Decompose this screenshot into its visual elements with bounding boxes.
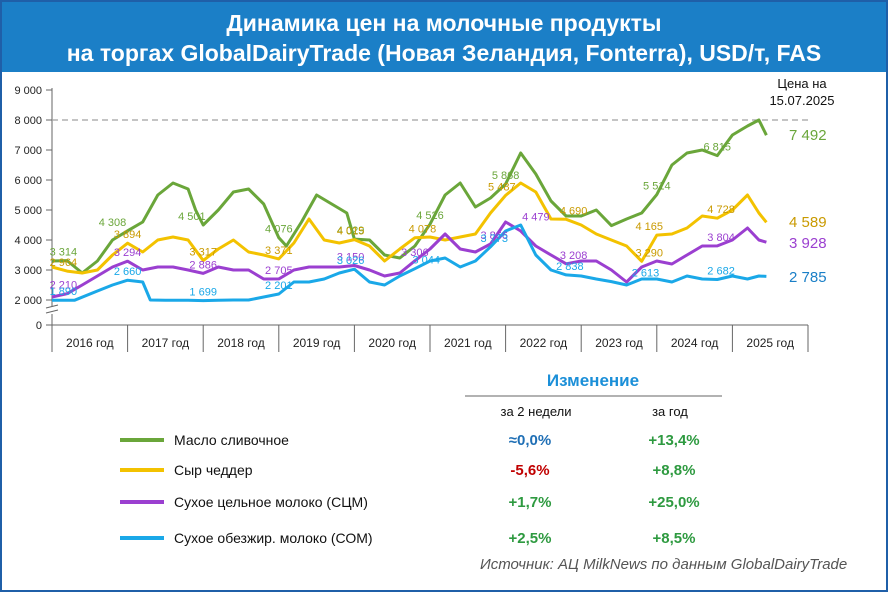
legend-label-4: Сухое обезжир. молоко (СОМ) bbox=[174, 530, 373, 546]
data-label: 3 026 bbox=[337, 255, 365, 267]
data-label: 2 201 bbox=[265, 280, 293, 292]
data-label: 3 294 bbox=[114, 247, 142, 259]
y-tick-label: 8 000 bbox=[14, 115, 42, 127]
data-label: 2 705 bbox=[265, 265, 293, 277]
end-value-label: 7 492 bbox=[789, 127, 827, 144]
data-label: 4 690 bbox=[560, 205, 588, 217]
data-label: 4 015 bbox=[337, 226, 365, 238]
data-label: 4 029 bbox=[337, 225, 365, 237]
data-label: 3 150 bbox=[337, 252, 365, 264]
y-tick-label: 7 000 bbox=[14, 145, 42, 157]
change-2w-value: +1,7% bbox=[509, 494, 552, 511]
data-label: 2 886 bbox=[189, 259, 217, 271]
data-label: 5 868 bbox=[492, 170, 520, 182]
y-tick-label: 2 000 bbox=[14, 295, 42, 307]
data-label: 3 804 bbox=[707, 232, 735, 244]
change-header: Изменение bbox=[547, 371, 639, 390]
change-year-value: +13,4% bbox=[648, 432, 699, 449]
data-label: 2 613 bbox=[632, 268, 660, 280]
data-label: 2 682 bbox=[707, 266, 735, 278]
y-tick-label: 9 000 bbox=[14, 85, 42, 97]
data-label: 5 514 bbox=[643, 181, 671, 193]
data-label: 2 660 bbox=[114, 266, 142, 278]
title-bar: Динамика цен на молочные продукты на тор… bbox=[2, 2, 886, 72]
data-label: 1 699 bbox=[189, 287, 217, 299]
chart-title-line2: на торгах GlobalDairyTrade (Новая Зеланд… bbox=[66, 40, 822, 66]
axis-break-mark bbox=[45, 304, 59, 314]
data-label: 5 487 bbox=[488, 181, 516, 193]
x-tick-label: 2020 год bbox=[368, 336, 416, 350]
y-tick-label: 3 000 bbox=[14, 265, 42, 277]
source-note: Источник: АЦ MilkNews по данным GlobalDa… bbox=[480, 556, 848, 573]
x-tick-label: 2016 год bbox=[66, 336, 114, 350]
data-label: 1 890 bbox=[50, 286, 78, 298]
chart-title-line1: Динамика цен на молочные продукты bbox=[226, 10, 662, 36]
end-value-label: 4 589 bbox=[789, 214, 827, 231]
data-label: 3 866 bbox=[480, 230, 508, 242]
end-value-label: 2 785 bbox=[789, 269, 827, 286]
data-label: 3 894 bbox=[114, 229, 142, 241]
data-label: 6 815 bbox=[704, 142, 732, 154]
data-label: 4 308 bbox=[99, 217, 127, 229]
data-label: 3 773 bbox=[480, 233, 508, 245]
x-tick-label: 2023 год bbox=[595, 336, 643, 350]
data-label: 3 208 bbox=[560, 250, 588, 262]
change-2w-value: +2,5% bbox=[509, 530, 552, 547]
data-label: 3 317 bbox=[189, 246, 217, 258]
y-tick-label: 5 000 bbox=[14, 205, 42, 217]
data-label: 2 964 bbox=[50, 257, 78, 269]
legend-label-3: Сухое цельное молоко (СЦМ) bbox=[174, 494, 368, 510]
series-line-1 bbox=[51, 118, 768, 275]
data-label: 4 479 bbox=[522, 212, 550, 224]
x-tick-label: 2021 год bbox=[444, 336, 492, 350]
change-year-value: +8,5% bbox=[653, 530, 696, 547]
end-value-label: 3 928 bbox=[789, 235, 827, 252]
x-tick-label: 2019 год bbox=[293, 336, 341, 350]
data-label: 4 165 bbox=[635, 221, 663, 233]
data-label: 4 526 bbox=[416, 210, 444, 222]
data-label: 3 306 bbox=[401, 247, 429, 259]
series-line-2 bbox=[51, 181, 768, 275]
price-note-line1: Цена на bbox=[777, 76, 827, 91]
series-line-3 bbox=[51, 220, 767, 299]
change-year-value: +8,8% bbox=[653, 462, 696, 479]
data-label: 3 314 bbox=[50, 247, 78, 259]
x-tick-label: 2025 год bbox=[746, 336, 794, 350]
data-label: 2 838 bbox=[556, 261, 584, 273]
legend-label-2: Сыр чеддер bbox=[174, 462, 253, 478]
x-tick-label: 2024 год bbox=[671, 336, 719, 350]
data-label: 3 371 bbox=[265, 245, 293, 257]
x-tick-label: 2022 год bbox=[520, 336, 568, 350]
series-line-4 bbox=[52, 223, 767, 303]
data-label: 2 210 bbox=[50, 280, 78, 292]
data-label: 4 076 bbox=[265, 224, 293, 236]
data-label: 3 290 bbox=[635, 247, 663, 259]
y-tick-label: 0 bbox=[36, 320, 42, 332]
col-2weeks-label: за 2 недели bbox=[501, 404, 572, 419]
x-tick-label: 2017 год bbox=[142, 336, 190, 350]
legend-label-1: Масло сливочное bbox=[174, 432, 289, 448]
price-note-line2: 15.07.2025 bbox=[769, 93, 834, 108]
x-tick-label: 2018 год bbox=[217, 336, 265, 350]
change-year-value: +25,0% bbox=[648, 494, 699, 511]
data-label: 4 078 bbox=[409, 224, 437, 236]
data-label: 3 044 bbox=[412, 255, 440, 267]
y-tick-label: 4 000 bbox=[14, 235, 42, 247]
data-label: 4 728 bbox=[707, 204, 735, 216]
data-label: 4 501 bbox=[178, 211, 206, 223]
y-tick-label: 6 000 bbox=[14, 175, 42, 187]
col-year-label: за год bbox=[652, 404, 688, 419]
change-2w-value: ≈0,0% bbox=[509, 432, 551, 449]
change-2w-value: -5,6% bbox=[510, 462, 549, 479]
